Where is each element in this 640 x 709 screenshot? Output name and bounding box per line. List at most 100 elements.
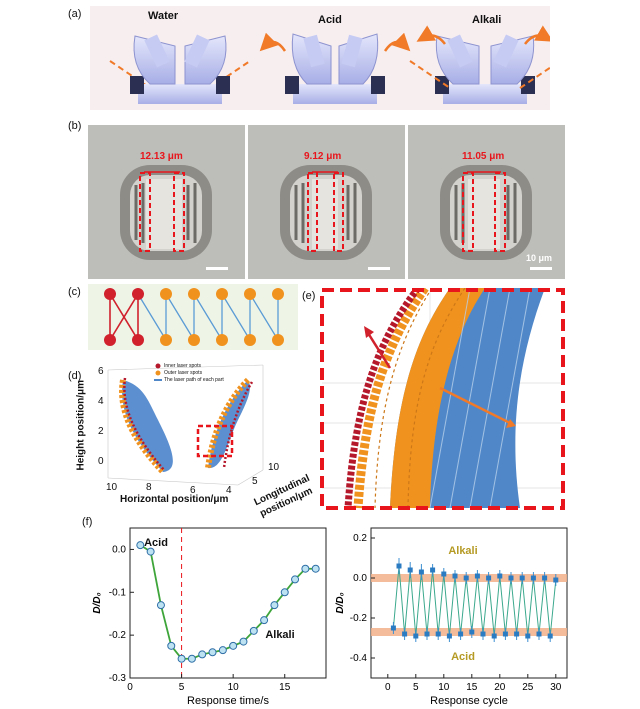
x-tick-label: 0: [127, 682, 133, 693]
x-tick-label: 5: [179, 682, 185, 693]
panel-a-illustration: [109, 25, 550, 104]
x-tick-label: 15: [279, 682, 291, 693]
panel-e-zoom: [320, 288, 565, 510]
series-line: [392, 565, 557, 637]
data-point: [280, 588, 289, 597]
y-tick-10: 10: [268, 462, 280, 473]
state-water: Water: [148, 10, 179, 22]
x-tick-label: 15: [466, 682, 478, 693]
data-point: [260, 616, 269, 625]
data-point: [469, 629, 475, 635]
data-point: [480, 631, 486, 637]
band-0: [371, 574, 567, 582]
data-point: [458, 631, 464, 637]
data-point: [167, 641, 176, 650]
data-point: [177, 654, 186, 663]
y-tick-label: -0.3: [109, 673, 127, 684]
y-tick-label: 0.0: [353, 573, 367, 584]
panel-e-label: (e): [302, 290, 316, 302]
data-point: [407, 567, 413, 573]
data-point: [514, 631, 520, 637]
chart-response-time: 0 5 10 15 0.0 -0.1 -0.2 -0.3 Response time/s D/D₀…: [92, 527, 327, 707]
x-axis-label: Response time/s: [187, 695, 269, 707]
panel-f-label: (f): [82, 516, 93, 528]
z-tick-2: 2: [98, 426, 104, 437]
y-tick-label: -0.4: [350, 653, 368, 664]
data-point: [239, 637, 248, 646]
data-point: [218, 646, 227, 655]
x-axis-label: Response cycle: [430, 695, 508, 707]
y-axis-label: D/D₀: [92, 592, 103, 613]
x-tick-label: 5: [413, 682, 419, 693]
z-tick-6: 6: [98, 366, 104, 377]
annotation-0: Acid: [144, 537, 168, 549]
data-point: [491, 633, 497, 639]
data-point: [402, 631, 408, 637]
acid-structure: [259, 32, 411, 104]
annotation-1: Alkali: [265, 629, 294, 641]
x-tick-4: 4: [226, 485, 232, 496]
width-label-alkali: 11.05 μm: [462, 151, 505, 162]
data-point: [547, 633, 553, 639]
data-point: [525, 633, 531, 639]
band-1: [371, 628, 567, 636]
legend-outer: Outer laser spots: [164, 370, 203, 376]
data-point: [198, 650, 207, 659]
data-point: [418, 569, 424, 575]
data-point: [508, 575, 514, 581]
data-point: [390, 625, 396, 631]
x-tick-label: 25: [522, 682, 534, 693]
micrograph-acid: 9.12 μm: [248, 125, 405, 279]
data-point: [156, 601, 165, 610]
state-acid: Acid: [318, 14, 342, 26]
panel-d-label: (d): [68, 370, 82, 382]
micrograph-water: 12.13 μm: [88, 125, 245, 279]
data-point: [249, 626, 258, 635]
data-point: [291, 575, 300, 584]
panel-b-label: (b): [68, 120, 82, 132]
data-point: [452, 573, 458, 579]
data-point: [424, 631, 430, 637]
data-point: [229, 641, 238, 650]
z-tick-4: 4: [98, 396, 104, 407]
annotation-0: Alkali: [448, 545, 477, 557]
y-tick-label: 0.2: [353, 533, 367, 544]
data-point: [146, 547, 155, 556]
data-point: [553, 577, 559, 583]
data-point: [396, 563, 402, 569]
x-tick-6: 6: [190, 485, 196, 496]
data-point: [536, 631, 542, 637]
z-axis-label: Height position/μm: [75, 379, 87, 471]
x-tick-label: 10: [438, 682, 450, 693]
scale-bar-label: 10 μm: [526, 253, 553, 263]
data-point: [542, 575, 548, 581]
width-label-acid: 9.12 μm: [304, 151, 342, 162]
y-tick-label: 0.0: [112, 544, 126, 555]
data-point: [413, 633, 419, 639]
data-point: [435, 631, 441, 637]
data-point: [136, 541, 145, 550]
x-tick-10: 10: [106, 482, 118, 493]
chart-response-cycle: 0 5 10 15 20 25 30 0.2 0.0 -0.2 -0.4 Response cycle…: [335, 527, 568, 707]
data-point: [311, 564, 320, 573]
panel-c-label: (c): [68, 286, 81, 298]
data-point: [497, 573, 503, 579]
legend-path: The laser path of each part: [164, 377, 224, 383]
data-point: [441, 571, 447, 577]
panel-d-3d-plot: [107, 363, 264, 486]
z-tick-0: 0: [98, 456, 104, 467]
data-point: [187, 654, 196, 663]
data-point: [208, 648, 217, 657]
data-point: [301, 564, 310, 573]
data-point: [486, 575, 492, 581]
x-axis-label: Horizontal position/μm: [120, 494, 229, 505]
x-tick-8: 8: [146, 482, 152, 493]
y-tick-5: 5: [252, 476, 258, 487]
width-label-water: 12.13 μm: [140, 151, 183, 162]
data-point: [519, 575, 525, 581]
x-tick-label: 30: [550, 682, 562, 693]
x-tick-label: 20: [494, 682, 506, 693]
x-tick-label: 10: [228, 682, 240, 693]
data-point: [463, 575, 469, 581]
y-tick-label: -0.1: [109, 587, 127, 598]
